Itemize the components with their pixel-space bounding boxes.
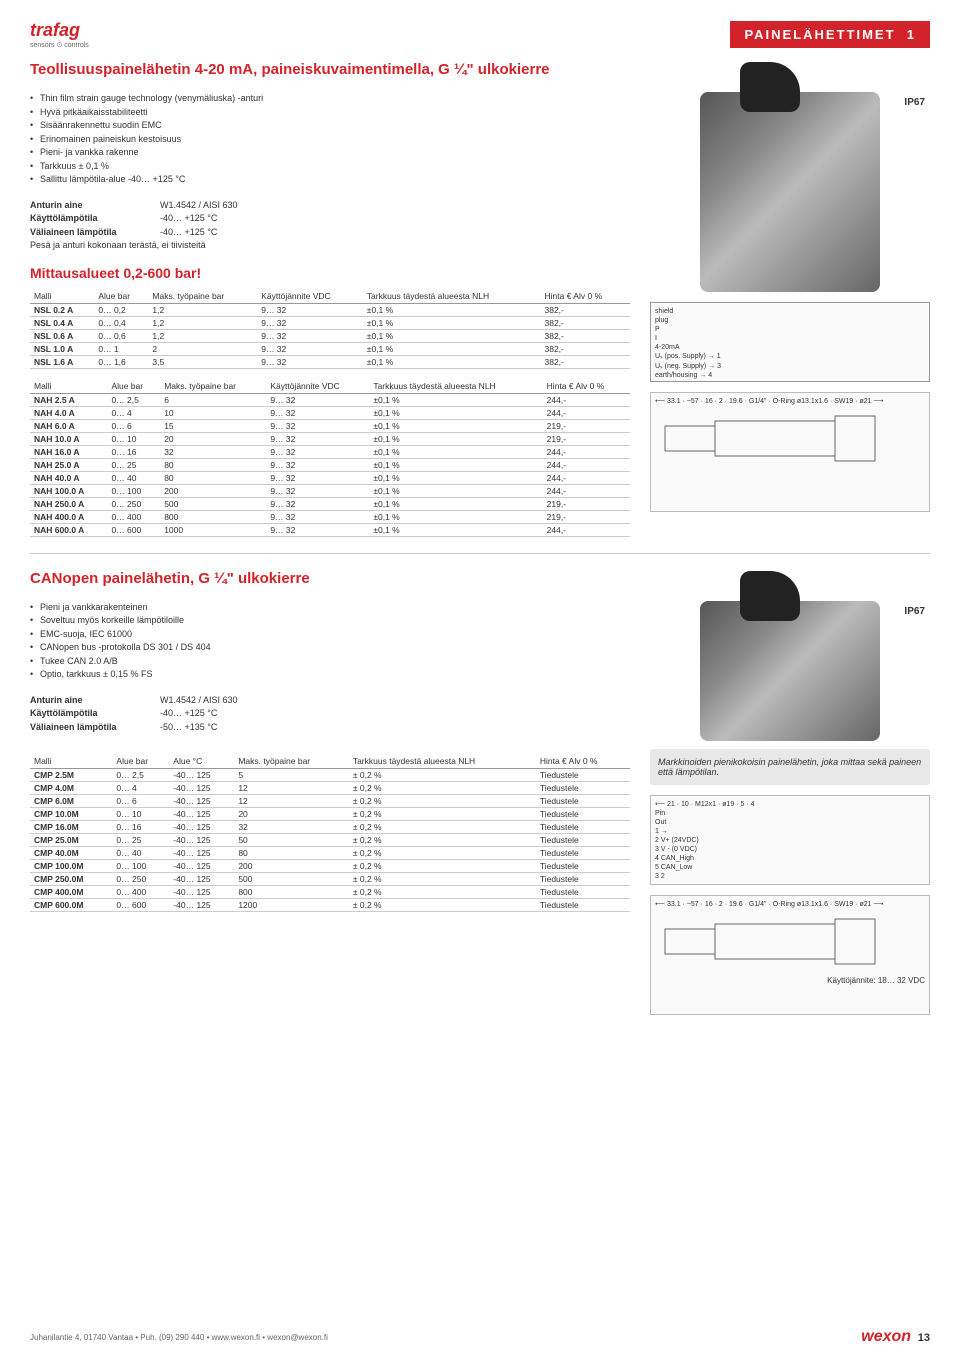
section2-bullets: Pieni ja vankkarakenteinenSoveltuu myös … — [30, 601, 630, 682]
bullet-item: CANopen bus -protokolla DS 301 / DS 404 — [30, 641, 630, 655]
bullet-item: Hyvä pitkäaikaisstabiliteetti — [30, 106, 630, 120]
bullet-item: Tukee CAN 2.0 A/B — [30, 655, 630, 669]
bullet-item: Soveltuu myös korkeille lämpötiloille — [30, 614, 630, 628]
table-row: NAH 4.0 A0… 4109… 32±0,1 %244,- — [30, 406, 630, 419]
nsl-table: MalliAlue barMaks. työpaine barKäyttöjän… — [30, 289, 630, 369]
category-badge: PAINELÄHETTIMET 1 — [730, 21, 930, 48]
brand-logo: trafag sensors ⊙ controls — [30, 20, 89, 49]
wiring-diagram: shieldplugPI4-20mAUₛ (pos. Supply) → 1Uₛ… — [650, 302, 930, 382]
table-row: CMP 25.0M0… 25-40… 12550± 0,2 %Tiedustel… — [30, 834, 630, 847]
table-row: CMP 100.0M0… 100-40… 125200± 0,2 %Tiedus… — [30, 860, 630, 873]
dimensional-drawing-1: ⟵ 33.1 · ~57 · 16 · 2 · 19.6 · G1/4" · O… — [650, 392, 930, 512]
bullet-item: Erinomainen paineiskun kestoisuus — [30, 133, 630, 147]
section-separator — [30, 553, 930, 554]
table-row: NAH 250.0 A0… 2505009… 32±0,1 %219,- — [30, 497, 630, 510]
table-row: CMP 2.5M0… 2,5-40… 1255± 0,2 %Tiedustele — [30, 769, 630, 782]
table-row: NAH 25.0 A0… 25809… 32±0,1 %244,- — [30, 458, 630, 471]
section2-specs: Anturin aineW1.4542 / AISI 630 Käyttöläm… — [30, 694, 630, 735]
table-row: NAH 16.0 A0… 16329… 32±0,1 %244,- — [30, 445, 630, 458]
bullet-item: Tarkkuus ± 0,1 % — [30, 160, 630, 174]
ip-rating-2: IP67 — [904, 606, 925, 617]
section1-specs: Anturin aineW1.4542 / AISI 630 Käyttöläm… — [30, 199, 630, 253]
table-row: CMP 40.0M0… 40-40… 12580± 0,2 %Tiedustel… — [30, 847, 630, 860]
ip-rating: IP67 — [904, 97, 925, 108]
dimensional-drawing-2: ⟵ 33.1 · ~57 · 16 · 2 · 19.6 · G1/4" · O… — [650, 895, 930, 1015]
table-row: NAH 10.0 A0… 10209… 32±0,1 %219,- — [30, 432, 630, 445]
table-row: CMP 6.0M0… 6-40… 12512± 0,2 %Tiedustele — [30, 795, 630, 808]
page-footer: Juhanilantie 4, 01740 Vantaa • Puh. (09)… — [30, 1328, 930, 1346]
table-row: CMP 250.0M0… 250-40… 125500± 0,2 %Tiedus… — [30, 873, 630, 886]
table-row: NAH 40.0 A0… 40809… 32±0,1 %244,- — [30, 471, 630, 484]
table-row: CMP 600.0M0… 600-40… 1251200± 0,2 %Tiedu… — [30, 899, 630, 912]
table-row: NSL 0.2 A0… 0,21,29… 32±0,1 %382,- — [30, 303, 630, 316]
table-row: NAH 100.0 A0… 1002009… 32±0,1 %244,- — [30, 484, 630, 497]
bullet-item: Sallittu lämpötila-alue -40… +125 °C — [30, 173, 630, 187]
table-row: NAH 6.0 A0… 6159… 32±0,1 %219,- — [30, 419, 630, 432]
page-number: 13 — [918, 1332, 930, 1344]
bullet-item: EMC-suoja, IEC 61000 — [30, 628, 630, 642]
table-row: NSL 1.0 A0… 129… 32±0,1 %382,- — [30, 342, 630, 355]
bullet-item: Thin film strain gauge technology (venym… — [30, 92, 630, 106]
sensor-photo-2 — [700, 601, 880, 741]
footer-logo: wexon — [861, 1328, 911, 1345]
bullet-item: Pieni ja vankkarakenteinen — [30, 601, 630, 615]
logo-subtitle: sensors ⊙ controls — [30, 41, 89, 49]
bullet-item: Sisäänrakennettu suodin EMC — [30, 119, 630, 133]
table-row: CMP 16.0M0… 16-40… 12532± 0,2 %Tiedustel… — [30, 821, 630, 834]
sensor-photo — [700, 92, 880, 292]
table-row: NAH 400.0 A0… 4008009… 32±0,1 %219,- — [30, 510, 630, 523]
table-row: NSL 1.6 A0… 1,63,59… 32±0,1 %382,- — [30, 355, 630, 368]
marketing-note: Markkinoiden pienikokoisin painelähetin,… — [650, 749, 930, 785]
page-header: trafag sensors ⊙ controls PAINELÄHETTIME… — [30, 20, 930, 49]
table-row: CMP 400.0M0… 400-40… 125800± 0,2 %Tiedus… — [30, 886, 630, 899]
table-row: NSL 0.6 A0… 0,61,29… 32±0,1 %382,- — [30, 329, 630, 342]
cmp-table: MalliAlue barAlue °CMaks. työpaine barTa… — [30, 754, 630, 912]
section1-bullets: Thin film strain gauge technology (venym… — [30, 92, 630, 187]
connector-diagram: ⟵ 21 · 10 · M12x1 · ø19 · 5 · 4PinOut1 →… — [650, 795, 930, 885]
table-row: CMP 10.0M0… 10-40… 12520± 0,2 %Tiedustel… — [30, 808, 630, 821]
table-row: NAH 600.0 A0… 60010009… 32±0,1 %244,- — [30, 523, 630, 536]
table-row: NSL 0.4 A0… 0,41,29… 32±0,1 %382,- — [30, 316, 630, 329]
table-row: CMP 4.0M0… 4-40… 12512± 0,2 %Tiedustele — [30, 782, 630, 795]
bullet-item: Optio, tarkkuus ± 0,15 % FS — [30, 668, 630, 682]
table-row: NAH 2.5 A0… 2,569… 32±0,1 %244,- — [30, 393, 630, 406]
bullet-item: Pieni- ja vankka rakenne — [30, 146, 630, 160]
logo-text: trafag — [30, 20, 89, 41]
footer-address: Juhanilantie 4, 01740 Vantaa • Puh. (09)… — [30, 1333, 328, 1342]
range-title: Mittausalueet 0,2-600 bar! — [30, 265, 630, 281]
nah-table: MalliAlue barMaks. työpaine barKäyttöjän… — [30, 379, 630, 537]
